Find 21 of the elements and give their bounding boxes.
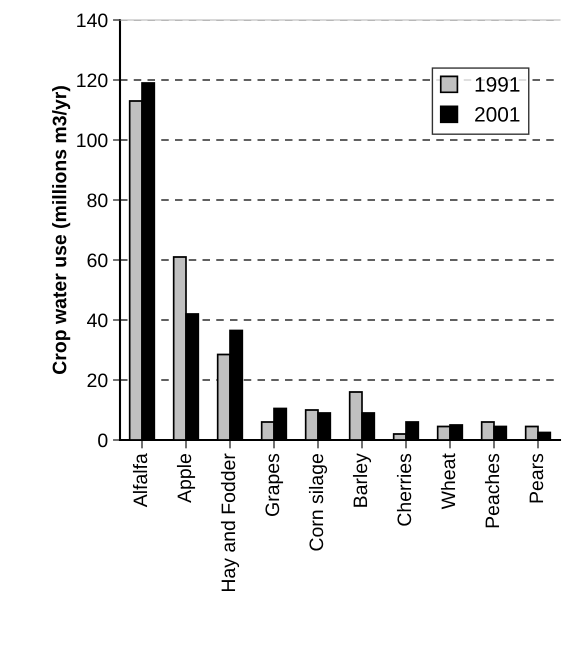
x-tick-label: Cherries: [396, 454, 412, 526]
y-axis-title: Crop water use (millions m3/yr): [52, 86, 70, 374]
legend-label: 2001: [475, 106, 520, 122]
x-tick-label: Corn silage: [308, 454, 328, 551]
x-tick-label: Hay and Fodder: [220, 454, 240, 592]
x-tick-label: Barley: [352, 453, 372, 507]
x-tick-label: Apple: [176, 454, 196, 503]
x-tick-label: Pears: [530, 454, 544, 502]
y-tick-label: 0: [98, 433, 108, 448]
y-tick-label: 60: [88, 253, 108, 268]
x-tick-label: Peaches: [484, 454, 500, 528]
x-tick-label: Grapes: [265, 454, 284, 516]
y-tick-label: 140: [77, 13, 108, 28]
y-tick-label: 20: [88, 373, 108, 388]
x-tick-label: Alfalfa: [132, 453, 148, 508]
y-tick-label: 120: [77, 73, 108, 88]
y-tick-label: 40: [87, 313, 108, 328]
y-tick-label: 100: [77, 133, 108, 148]
x-tick-label: Wheat: [440, 453, 456, 510]
y-tick-label: 80: [87, 193, 108, 208]
legend-label: 1991: [476, 77, 520, 92]
